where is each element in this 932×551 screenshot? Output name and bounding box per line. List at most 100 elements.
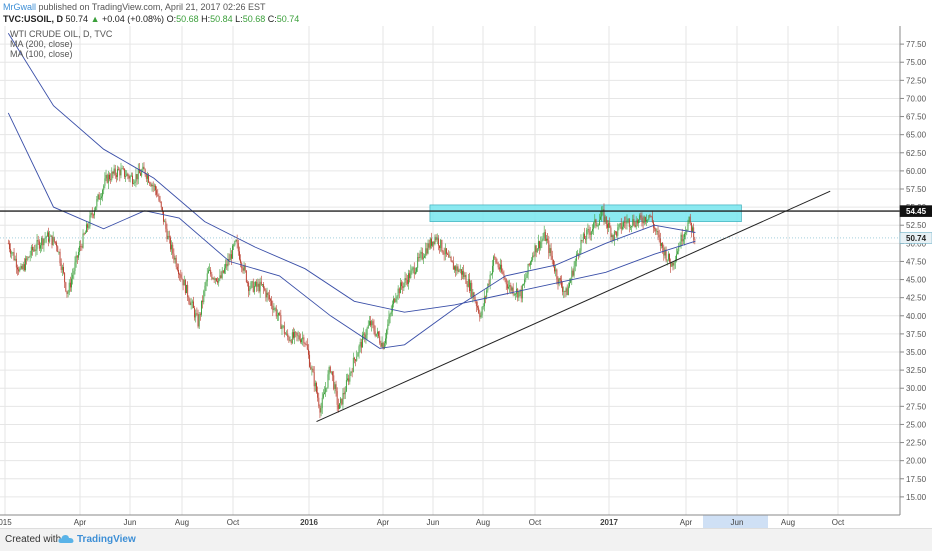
candle-up <box>94 210 95 216</box>
candle-down <box>373 324 375 332</box>
candle-down <box>603 209 605 222</box>
candle-down <box>122 168 124 170</box>
candle-up <box>635 220 637 228</box>
candle-down <box>512 287 514 295</box>
candle-up <box>191 301 193 303</box>
legend-title[interactable]: WTI CRUDE OIL, D, TVC <box>10 29 113 39</box>
candle-down <box>609 222 611 228</box>
candle-up <box>25 258 26 271</box>
candle-up <box>30 246 32 256</box>
candle-up <box>586 229 588 240</box>
candle-up <box>480 315 482 318</box>
candle-up <box>685 232 687 234</box>
candle-up <box>521 285 523 299</box>
candle-up <box>103 185 105 191</box>
candle-up <box>573 266 575 276</box>
open-label: O: <box>166 14 177 24</box>
y-tick-label: 40.00 <box>906 312 927 321</box>
candle-down <box>605 216 607 225</box>
candle-down <box>275 308 277 317</box>
candle-down <box>245 270 247 283</box>
candle-up <box>425 248 427 256</box>
candle-up <box>225 263 227 269</box>
candle-down <box>303 337 305 344</box>
y-tick-label: 47.50 <box>906 257 927 266</box>
candle-up <box>619 223 621 225</box>
tradingview-brand[interactable]: TradingView <box>77 534 136 545</box>
candle-down <box>650 216 652 217</box>
candle-up <box>221 270 223 278</box>
candle-up <box>273 308 275 311</box>
x-tick-label: Aug <box>175 518 189 527</box>
candle-down <box>158 196 160 201</box>
low-label: L: <box>235 14 243 24</box>
candle-down <box>211 274 213 279</box>
candle-up <box>580 239 582 251</box>
candle-down <box>455 266 457 271</box>
candle-down <box>213 278 215 280</box>
candle-down <box>498 267 500 270</box>
price-axis[interactable]: 15.00 17.50 20.00 22.50 25.00 27.50 30.00 32.50… <box>900 40 927 502</box>
candle-up <box>49 236 51 242</box>
candle-up <box>532 255 534 261</box>
candle-down <box>296 332 298 336</box>
candle-up <box>117 169 118 177</box>
candle-down <box>31 246 33 251</box>
candle-up <box>508 286 509 289</box>
candle-up <box>525 277 527 280</box>
candle-down <box>670 261 672 267</box>
candle-down <box>228 259 230 261</box>
candle-down <box>633 219 635 226</box>
legend-ma200[interactable]: MA (200, close) <box>10 39 73 49</box>
candle-up <box>233 245 235 247</box>
candle-down <box>625 222 627 224</box>
x-tick-label: Jun <box>731 518 744 527</box>
candle-down <box>620 223 622 230</box>
candle-up <box>362 334 363 348</box>
candle-down <box>13 252 15 260</box>
candle-down <box>535 245 537 253</box>
candle-down <box>156 190 158 195</box>
candle-up <box>404 278 406 284</box>
candle-down <box>15 258 17 268</box>
candle-down <box>168 235 170 238</box>
candle-down <box>652 222 654 228</box>
candle-down <box>382 342 384 349</box>
x-tick-label: Apr <box>74 518 87 527</box>
candle-down <box>502 271 504 274</box>
candle-down <box>288 337 290 341</box>
candle-down <box>112 171 114 174</box>
legend-ma100[interactable]: MA (100, close) <box>10 49 73 59</box>
candle-down <box>222 270 224 273</box>
candle-up <box>444 248 446 255</box>
candle-down <box>140 173 141 176</box>
candle-up <box>325 388 327 393</box>
candle-down <box>348 378 350 382</box>
author-link[interactable]: MrGwall <box>3 2 36 12</box>
candle-up <box>86 224 87 233</box>
candle-up <box>546 238 547 241</box>
candle-down <box>215 278 217 282</box>
candle-down <box>271 300 273 306</box>
close-label: C: <box>267 14 277 24</box>
candle-down <box>649 215 651 217</box>
candle-down <box>123 168 125 177</box>
candle-up <box>68 282 70 293</box>
candle-down <box>341 398 343 405</box>
candle-down <box>187 284 189 298</box>
price-chart[interactable]: 15.00 17.50 20.00 22.50 25.00 27.50 30.00 32.50… <box>0 26 932 528</box>
candle-up <box>490 274 492 275</box>
tradingview-cloud-icon <box>58 535 74 543</box>
candle-down <box>179 274 181 275</box>
time-axis[interactable]: 015 Apr Jun Aug Oct 2016 Apr Jun Aug Oct 2017 Apr Ju… <box>0 518 845 527</box>
candle-down <box>54 241 56 243</box>
candle-up <box>130 175 132 177</box>
candle-down <box>8 243 10 250</box>
candle-up <box>365 335 367 340</box>
y-tick-label: 27.50 <box>906 402 927 411</box>
candle-up <box>44 237 46 240</box>
candle-down <box>220 275 222 278</box>
candle-down <box>401 282 403 287</box>
candle-down <box>450 257 452 261</box>
support-trendline <box>316 190 831 423</box>
